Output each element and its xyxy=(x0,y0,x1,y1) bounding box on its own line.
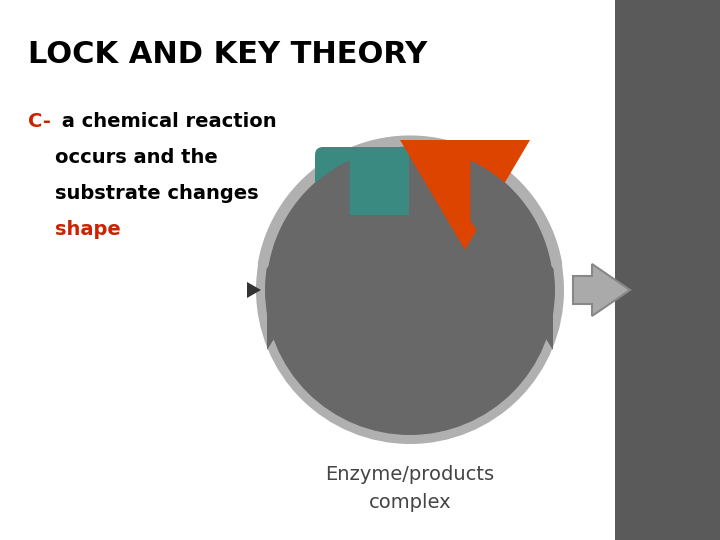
Polygon shape xyxy=(573,264,630,316)
Polygon shape xyxy=(267,160,350,350)
Text: shape: shape xyxy=(55,220,121,239)
Polygon shape xyxy=(400,140,530,250)
Polygon shape xyxy=(247,282,261,298)
Text: complex: complex xyxy=(369,493,451,512)
Text: Enzyme/products: Enzyme/products xyxy=(325,465,495,484)
FancyBboxPatch shape xyxy=(315,147,409,268)
Circle shape xyxy=(265,145,555,435)
Circle shape xyxy=(256,136,564,444)
Text: substrate changes: substrate changes xyxy=(55,184,258,203)
Text: occurs and the: occurs and the xyxy=(55,148,217,167)
Bar xyxy=(615,0,720,540)
Text: LOCK AND KEY THEORY: LOCK AND KEY THEORY xyxy=(28,40,427,69)
Text: a chemical reaction: a chemical reaction xyxy=(55,112,276,131)
Text: C-: C- xyxy=(28,112,51,131)
Polygon shape xyxy=(470,160,553,350)
Bar xyxy=(313,215,411,270)
